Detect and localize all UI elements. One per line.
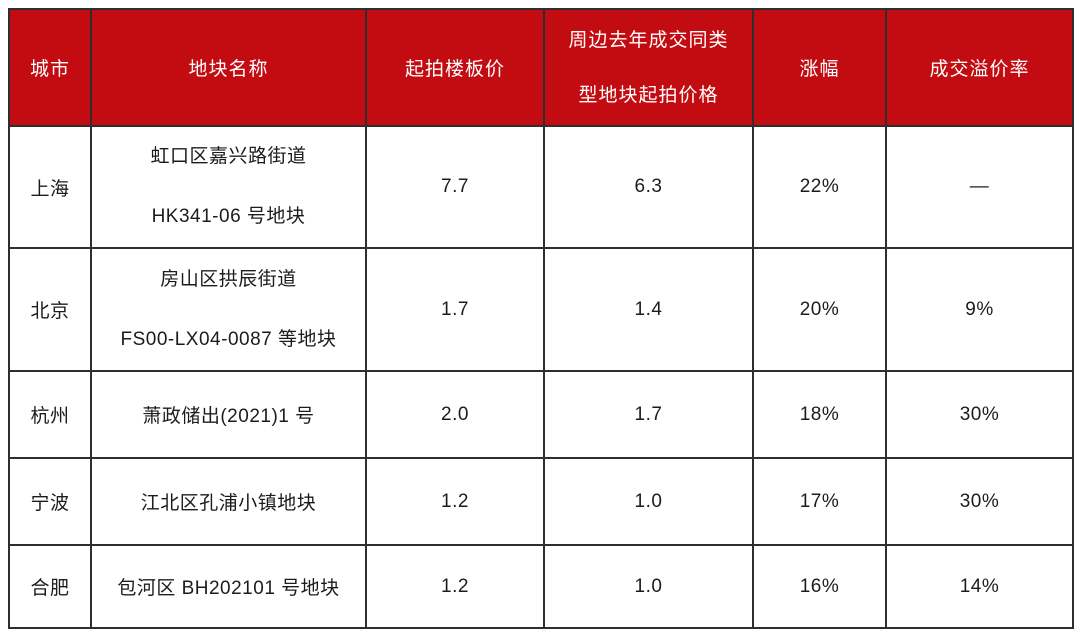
cell-plot-name: 虹口区嘉兴路街道 HK341-06 号地块 (90, 125, 367, 249)
header-nearby-line-2: 型地块起拍价格 (578, 84, 719, 106)
header-cell-start-floor-price: 起拍楼板价 (365, 8, 545, 127)
cell-plot-name: 房山区拱辰街道 FS00-LX04-0087 等地块 (90, 247, 367, 372)
cell-increase: 16% (752, 544, 887, 629)
cell-nearby-last-year-price: 1.0 (543, 544, 754, 629)
cell-plot-name: 包河区 BH202101 号地块 (90, 544, 367, 629)
cell-start-floor-price: 1.7 (365, 247, 545, 372)
cell-increase: 17% (752, 457, 887, 546)
row-beijing: 北京 房山区拱辰街道 FS00-LX04-0087 等地块 1.7 1.4 20… (8, 247, 1074, 372)
land-auction-table: 城市 地块名称 起拍楼板价 周边去年成交同类 型地块起拍价格 涨幅 成交溢价率 … (8, 8, 1074, 629)
plot-name-line-1: 房山区拱辰街道 (160, 268, 297, 290)
cell-plot-name: 江北区孔浦小镇地块 (90, 457, 367, 546)
plot-name-line-1: 虹口区嘉兴路街道 (150, 146, 307, 167)
cell-plot-name: 萧政储出(2021)1 号 (90, 370, 367, 459)
cell-premium-rate: 30% (885, 457, 1074, 546)
row-hangzhou: 杭州 萧政储出(2021)1 号 2.0 1.7 18% 30% (8, 370, 1074, 459)
cell-start-floor-price: 1.2 (365, 457, 545, 546)
cell-city: 杭州 (8, 370, 92, 459)
cell-nearby-last-year-price: 1.7 (543, 370, 754, 459)
cell-nearby-last-year-price: 1.0 (543, 457, 754, 546)
cell-premium-rate: 14% (885, 544, 1074, 629)
cell-city: 宁波 (8, 457, 92, 546)
cell-increase: 18% (752, 370, 887, 459)
cell-nearby-last-year-price: 6.3 (543, 125, 754, 249)
plot-name-line-2: FS00-LX04-0087 等地块 (120, 328, 337, 350)
cell-city: 北京 (8, 247, 92, 372)
row-shanghai: 上海 虹口区嘉兴路街道 HK341-06 号地块 7.7 6.3 22% — (8, 125, 1074, 249)
row-hefei: 合肥 包河区 BH202101 号地块 1.2 1.0 16% 14% (8, 544, 1074, 629)
cell-start-floor-price: 2.0 (365, 370, 545, 459)
cell-city: 上海 (8, 125, 92, 249)
header-row: 城市 地块名称 起拍楼板价 周边去年成交同类 型地块起拍价格 涨幅 成交溢价率 (8, 8, 1074, 127)
cell-city: 合肥 (8, 544, 92, 629)
cell-start-floor-price: 7.7 (365, 125, 545, 249)
header-cell-nearby-last-year-price: 周边去年成交同类 型地块起拍价格 (543, 8, 754, 127)
cell-premium-rate: — (885, 125, 1074, 249)
cell-increase: 20% (752, 247, 887, 372)
header-nearby-line-1: 周边去年成交同类 (568, 29, 729, 51)
cell-premium-rate: 9% (885, 247, 1074, 372)
header-cell-plot-name: 地块名称 (90, 8, 367, 127)
cell-start-floor-price: 1.2 (365, 544, 545, 629)
cell-premium-rate: 30% (885, 370, 1074, 459)
header-cell-premium-rate: 成交溢价率 (885, 8, 1074, 127)
header-cell-city: 城市 (8, 8, 92, 127)
cell-nearby-last-year-price: 1.4 (543, 247, 754, 372)
plot-name-line-2: HK341-06 号地块 (151, 206, 306, 227)
row-ningbo: 宁波 江北区孔浦小镇地块 1.2 1.0 17% 30% (8, 457, 1074, 546)
cell-increase: 22% (752, 125, 887, 249)
header-cell-increase: 涨幅 (752, 8, 887, 127)
